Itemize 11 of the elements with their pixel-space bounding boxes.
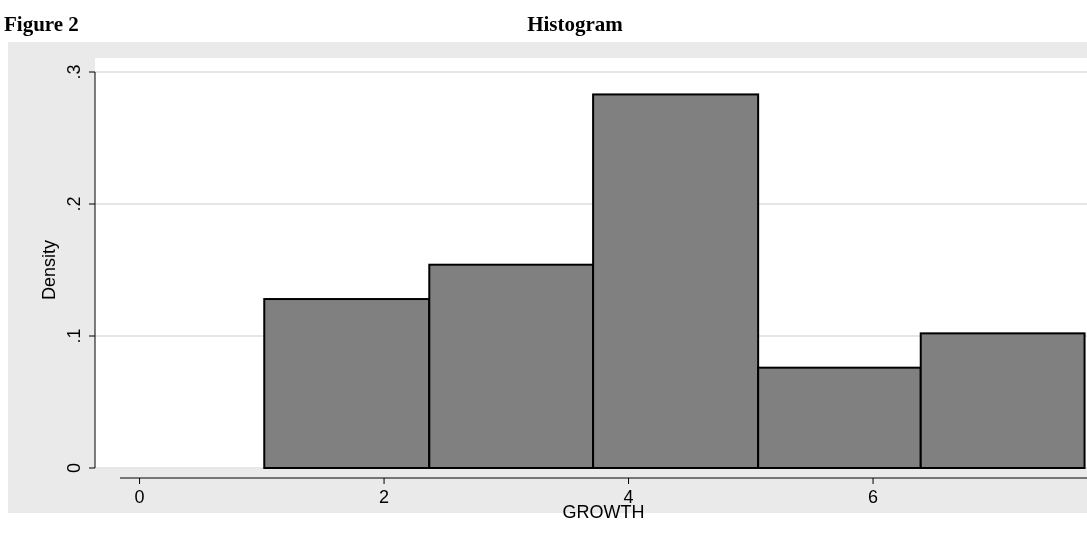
y-axis-title: Density [39, 239, 59, 301]
chart-title: Histogram [527, 12, 624, 36]
y-tick-label: 0 [64, 462, 84, 474]
y-tick-label: .1 [64, 328, 84, 344]
x-tick-label: 0 [134, 487, 145, 507]
x-tick-label: 6 [868, 487, 879, 507]
x-tick-label: 2 [379, 487, 390, 507]
x-axis-title: GROWTH [562, 502, 645, 522]
y-tick-label: .3 [64, 64, 84, 80]
caption: Figure 2 [4, 12, 79, 36]
y-tick-label: .2 [64, 196, 84, 212]
